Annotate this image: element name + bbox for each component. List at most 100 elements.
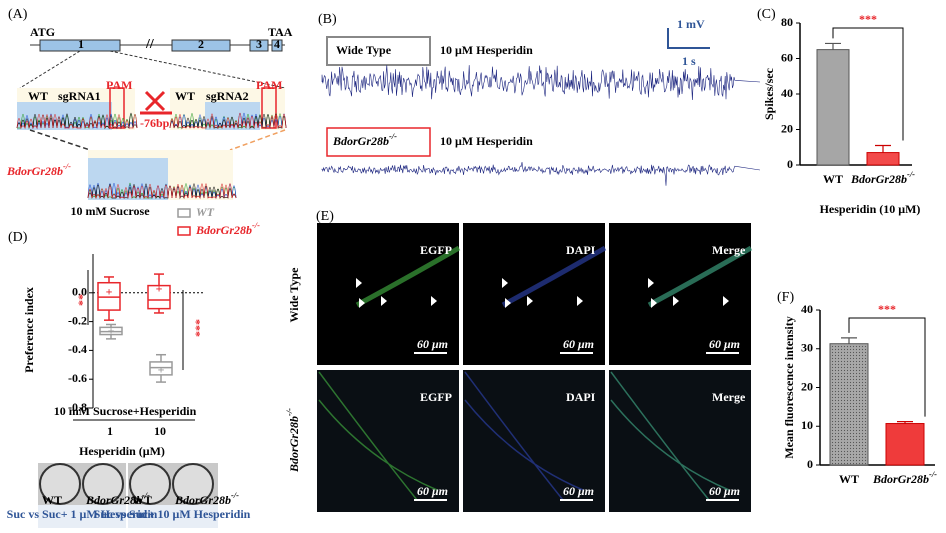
zoom-line: [19, 50, 81, 89]
images: [317, 223, 753, 512]
y-tick-label: -0.4: [68, 342, 87, 356]
tissue: [610, 371, 730, 501]
y-tick-label: 0.0: [72, 285, 87, 299]
subtitle: 10 mM Sucrose+Hesperidin: [54, 404, 197, 418]
panel-label: (E): [316, 209, 334, 224]
bracket: [848, 317, 926, 417]
y-tick-label: -0.8: [68, 400, 87, 414]
legend-label: WT: [196, 205, 215, 219]
y-tick-label: 80: [781, 15, 793, 29]
label: 10 μM Hesperidin: [440, 43, 533, 57]
genotype: BdorGr28b-/-: [6, 162, 71, 178]
label: -76bp: [140, 116, 170, 130]
plate: [39, 463, 81, 505]
box: [147, 284, 171, 310]
x-tick-label: BdorGr28b-/-: [850, 170, 915, 186]
arrowhead: [648, 278, 654, 288]
tissue: [501, 245, 607, 308]
label: BdorGr28b-/-: [85, 491, 150, 507]
y-axis-label: Mean fluorescence intensity: [782, 316, 796, 458]
legend-swatch: [177, 208, 191, 218]
micrograph: [317, 370, 459, 512]
x-axis-label: Hesperidin (10 μM): [820, 202, 921, 216]
legend-swatch: [177, 226, 191, 236]
label: PAM: [256, 78, 282, 92]
traces: [321, 65, 761, 186]
label: EGFP: [420, 390, 452, 404]
label: sgRNA2: [206, 89, 249, 103]
label: ATG: [30, 25, 55, 39]
arrowhead: [651, 298, 657, 308]
exon: [249, 39, 269, 52]
exon-label: 1: [78, 37, 84, 51]
arrowhead: [356, 278, 362, 288]
x-tick-label: 10: [154, 424, 166, 438]
label: PAM: [106, 78, 132, 92]
arrowhead: [431, 296, 437, 306]
y-tick-label: 10: [801, 418, 813, 432]
plate: [172, 463, 214, 505]
plate: [129, 463, 171, 505]
chromatogram-traces: [16, 112, 287, 200]
arrowhead: [673, 296, 679, 306]
exon: [171, 39, 231, 52]
panel-label: (A): [8, 7, 28, 22]
label: WT: [175, 89, 195, 103]
label: Wide Type: [287, 267, 301, 323]
arrowhead: [502, 278, 508, 288]
micrograph: [609, 370, 751, 512]
cross: [144, 90, 166, 112]
y-tick-label: 40: [801, 302, 813, 316]
label: TAA: [268, 25, 293, 39]
trace: [321, 161, 761, 186]
label: Wide Type: [336, 43, 392, 57]
micrograph: [317, 223, 459, 365]
label: sgRNA1: [58, 89, 101, 103]
arrowhead: [577, 296, 583, 306]
bar: [885, 423, 925, 466]
significance: **: [72, 294, 86, 306]
label: 60 μm: [709, 337, 740, 351]
mean-marker: +: [108, 323, 115, 337]
label: BdorGr28b-/-: [332, 132, 397, 148]
label: DAPI: [566, 243, 596, 257]
label: WT: [132, 493, 152, 507]
label: 60 μm: [563, 484, 594, 498]
label: Suc vs Suc+ 1 μM Hesperidin: [7, 507, 158, 521]
arrowhead: [723, 296, 729, 306]
micrograph: [463, 370, 605, 512]
label-box: [326, 36, 431, 66]
bar: [829, 343, 869, 466]
label: 60 μm: [417, 484, 448, 498]
chromatogram-trace: [169, 112, 287, 129]
label: 60 μm: [417, 337, 448, 351]
y-tick-label: 60: [781, 50, 793, 64]
micrograph: [609, 223, 751, 365]
tissue: [355, 245, 461, 308]
significance: ***: [189, 319, 203, 337]
exon-label: 3: [256, 37, 262, 51]
tissue: [464, 371, 584, 501]
tissue: [318, 371, 438, 501]
y-tick-label: 20: [781, 121, 793, 135]
layout: //: [16, 28, 761, 528]
panel-label: (D): [8, 230, 28, 245]
x-tick-label: 1: [107, 424, 113, 438]
label-box: [326, 127, 431, 157]
mean-marker: +: [106, 285, 113, 299]
y-tick-label: 40: [781, 86, 793, 100]
label: 1 mV: [677, 17, 705, 31]
legend-label: BdorGr28b-/-: [195, 221, 260, 237]
bar: [816, 49, 850, 166]
error-bar: [875, 144, 891, 153]
label: 1 s: [682, 54, 696, 68]
arrowhead: [381, 296, 387, 306]
significance: ***: [859, 12, 877, 26]
y-tick-label: 0: [787, 157, 793, 171]
panel-label: (C): [757, 7, 776, 22]
break: //: [145, 37, 155, 52]
label: Merge: [712, 390, 746, 404]
error-bar: [825, 42, 841, 50]
chromatogram-trace: [87, 183, 237, 200]
